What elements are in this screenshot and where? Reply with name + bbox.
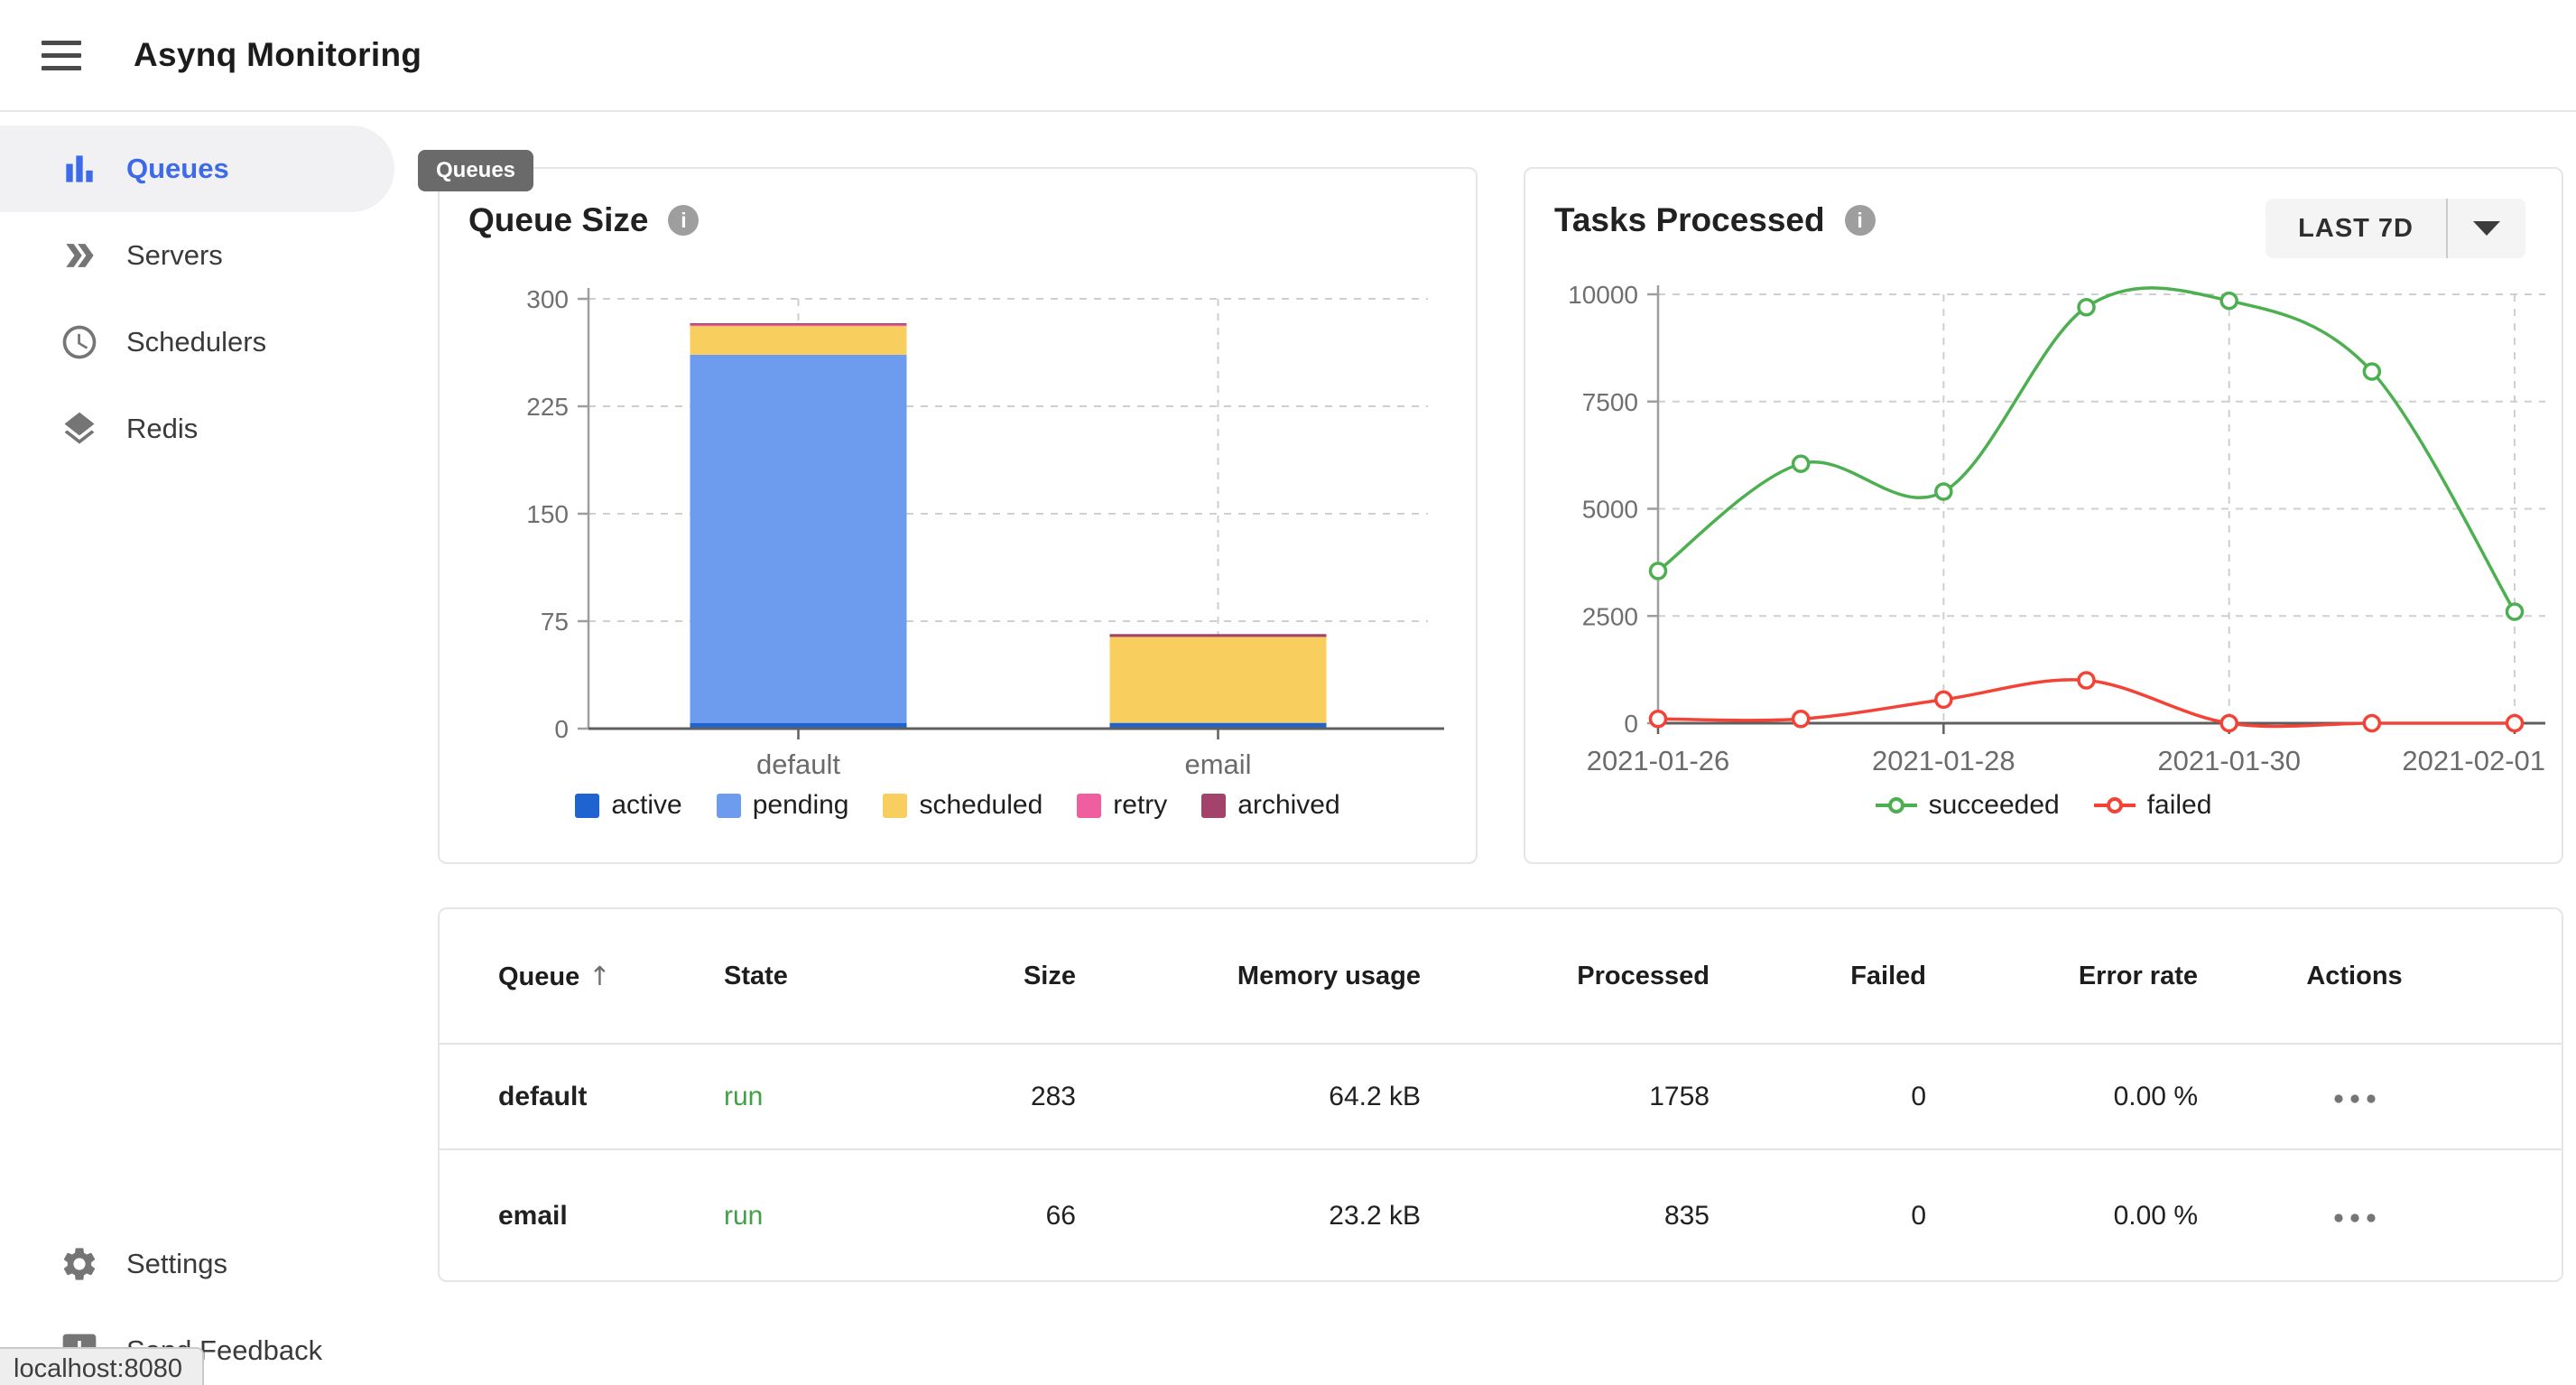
app-header: Asynq Monitoring	[0, 0, 2576, 112]
column-header-processed[interactable]: Processed	[1577, 961, 1710, 990]
svg-text:2021-02-01: 2021-02-01	[2402, 745, 2545, 776]
tasks-processed-title: Tasks Processed	[1554, 201, 1825, 238]
failed-value: 0	[1911, 1201, 1926, 1231]
sidebar-item-label: Settings	[126, 1248, 228, 1279]
error-rate-value: 0.00 %	[2113, 1081, 2198, 1111]
column-header-error-rate[interactable]: Error rate	[2078, 961, 2198, 990]
sort-ascending-icon: ↑	[588, 960, 611, 991]
sidebar-item-schedulers[interactable]: Schedulers	[0, 299, 394, 386]
queues-tooltip: Queues	[418, 150, 534, 191]
queue-state: run	[724, 1201, 764, 1231]
legend-item-failed[interactable]: failed	[2093, 790, 2211, 821]
svg-text:2021-01-30: 2021-01-30	[2157, 745, 2301, 776]
legend-item-scheduled[interactable]: scheduled	[883, 790, 1042, 821]
queue-size-value: 66	[1045, 1201, 1076, 1231]
more-actions-icon[interactable]	[2330, 1212, 2380, 1224]
date-range-label: LAST 7D	[2298, 213, 2414, 243]
legend-item-succeeded[interactable]: succeeded	[1875, 790, 2060, 821]
svg-text:225: 225	[526, 393, 569, 421]
svg-text:2021-01-26: 2021-01-26	[1587, 745, 1730, 776]
chevron-down-icon[interactable]	[2448, 199, 2525, 258]
legend-swatch	[1077, 793, 1102, 818]
date-range-button[interactable]: LAST 7D	[2266, 199, 2525, 258]
clock-icon	[60, 322, 99, 362]
column-header-memory-usage[interactable]: Memory usage	[1237, 961, 1421, 990]
sidebar-item-servers[interactable]: Servers	[0, 212, 394, 299]
line-marker-icon	[1875, 797, 1917, 813]
column-header-size[interactable]: Size	[1023, 961, 1076, 990]
legend-item-retry[interactable]: retry	[1077, 790, 1167, 821]
error-rate-value: 0.00 %	[2113, 1201, 2198, 1231]
column-header-state[interactable]: State	[724, 961, 788, 990]
svg-text:0: 0	[554, 715, 569, 743]
legend-swatch	[575, 793, 600, 818]
sidebar-item-settings[interactable]: Settings	[0, 1221, 394, 1307]
sidebar-item-label: Schedulers	[126, 326, 267, 358]
sidebar: Queues Servers Schedulers Redis Settings	[0, 114, 394, 1385]
queue-size-chart: 0 75 150 225 300 default email	[526, 285, 1444, 780]
gear-icon	[60, 1244, 99, 1284]
queue-size-value: 283	[1030, 1081, 1076, 1111]
table-row[interactable]: email run 66 23.2 kB 835 0 0.00 %	[440, 1148, 2562, 1282]
line-marker-icon	[2093, 797, 2136, 813]
info-icon[interactable]: i	[1844, 205, 1876, 236]
sidebar-item-label: Queues	[126, 153, 229, 184]
queue-name-link[interactable]: email	[498, 1201, 568, 1231]
sidebar-item-queues[interactable]: Queues	[0, 125, 394, 212]
svg-text:7500: 7500	[1582, 388, 1638, 416]
svg-text:75: 75	[541, 608, 569, 636]
legend-swatch	[1201, 793, 1227, 818]
table-header-row: Queue ↑ State Size Memory usage Processed…	[440, 909, 2562, 1043]
info-icon[interactable]: i	[668, 205, 700, 236]
tasks-processed-card: Tasks Processed i LAST 7D 0 2500 5000 7500 1…	[1524, 167, 2563, 864]
queue-size-card: Queue Size i 0 75 150 225 300 default email ac…	[438, 167, 1478, 864]
processed-value: 835	[1663, 1201, 1710, 1231]
divider	[2446, 199, 2448, 258]
menu-icon[interactable]	[42, 40, 81, 70]
legend-item-archived[interactable]: archived	[1201, 790, 1340, 821]
svg-text:150: 150	[526, 500, 569, 528]
sidebar-item-label: Servers	[126, 239, 223, 271]
svg-text:2500: 2500	[1582, 602, 1638, 630]
queue-size-title: Queue Size	[468, 201, 649, 238]
tasks-processed-legend: succeeded failed	[1525, 790, 2562, 821]
more-actions-icon[interactable]	[2330, 1092, 2380, 1105]
sidebar-item-label: Redis	[126, 413, 199, 444]
sidebar-item-redis[interactable]: Redis	[0, 386, 394, 472]
column-header-queue[interactable]: Queue ↑	[498, 960, 611, 991]
failed-value: 0	[1911, 1081, 1926, 1111]
status-bar: localhost:8080	[0, 1347, 205, 1385]
layers-icon	[60, 409, 99, 449]
svg-text:2021-01-28: 2021-01-28	[1872, 745, 2015, 776]
app-title: Asynq Monitoring	[134, 36, 422, 73]
memory-usage-value: 23.2 kB	[1329, 1201, 1421, 1231]
table-row[interactable]: default run 283 64.2 kB 1758 0 0.00 %	[440, 1043, 2562, 1148]
legend-item-pending[interactable]: pending	[716, 790, 848, 821]
queue-size-legend: active pending scheduled retry archived	[440, 790, 1476, 821]
queues-table-card: Queue ↑ State Size Memory usage Processed…	[438, 907, 2563, 1282]
legend-swatch	[883, 793, 908, 818]
svg-text:default: default	[756, 748, 840, 780]
svg-text:10000: 10000	[1568, 281, 1638, 309]
legend-swatch	[716, 793, 741, 818]
svg-text:300: 300	[526, 285, 569, 313]
queue-state: run	[724, 1081, 764, 1111]
svg-text:5000: 5000	[1582, 496, 1638, 524]
legend-item-active[interactable]: active	[575, 790, 682, 821]
svg-text:0: 0	[1624, 710, 1638, 738]
processed-value: 1758	[1649, 1081, 1710, 1111]
double-arrow-icon	[60, 236, 99, 275]
queue-name-link[interactable]: default	[498, 1081, 588, 1111]
column-header-actions: Actions	[2306, 961, 2403, 990]
column-header-failed[interactable]: Failed	[1850, 961, 1926, 990]
svg-text:email: email	[1184, 748, 1251, 780]
tasks-processed-chart: 0 2500 5000 7500 10000 2021-01-26 2021-01-28 20…	[1568, 281, 2545, 776]
memory-usage-value: 64.2 kB	[1329, 1081, 1421, 1111]
bar-chart-icon	[60, 149, 99, 189]
